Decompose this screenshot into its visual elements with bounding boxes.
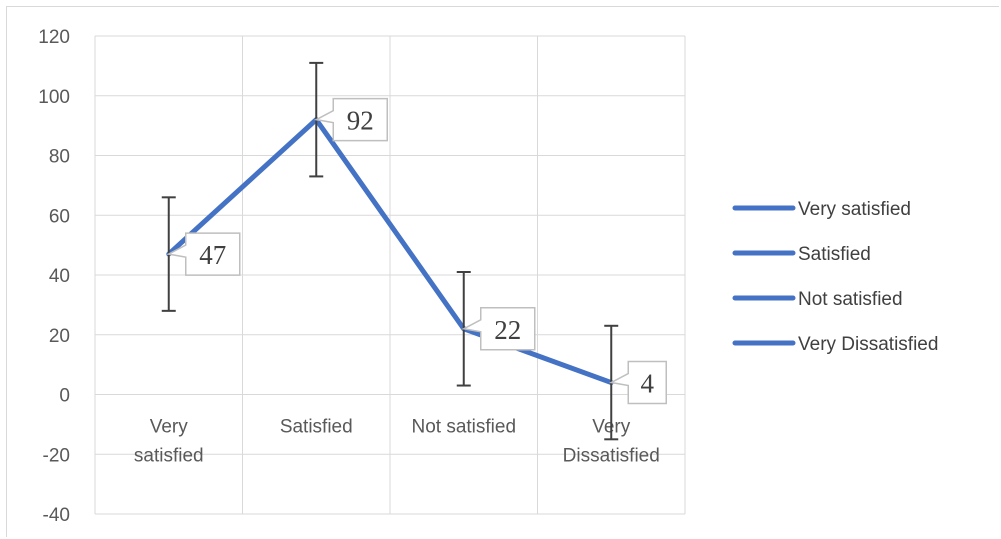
data-label-callout bbox=[313, 97, 388, 142]
y-tick-label: -40 bbox=[43, 505, 70, 526]
series-line bbox=[166, 117, 614, 386]
x-category-label: Satisfied bbox=[280, 417, 353, 438]
y-tick-label: 100 bbox=[38, 87, 70, 108]
data-label: 4 bbox=[641, 369, 655, 399]
y-tick-label: -20 bbox=[43, 445, 70, 466]
data-label-callout bbox=[608, 360, 667, 405]
legend-entry: Very satisfied bbox=[798, 199, 911, 220]
y-tick-label: 0 bbox=[59, 386, 70, 407]
chart-frame bbox=[6, 6, 999, 537]
legend-entry: Satisfied bbox=[798, 244, 871, 265]
x-category-label: Very bbox=[150, 417, 189, 438]
legend-entry: Very Dissatisfied bbox=[798, 334, 938, 355]
y-tick-label: 80 bbox=[49, 147, 70, 168]
legend-entry: Not satisfied bbox=[798, 289, 903, 310]
data-label-callout bbox=[461, 307, 536, 351]
x-category-label: Not satisfied bbox=[411, 417, 516, 438]
y-tick-label: 40 bbox=[49, 266, 70, 287]
y-tick-label: 20 bbox=[49, 326, 70, 347]
data-label: 92 bbox=[347, 106, 374, 136]
data-label: 47 bbox=[199, 240, 226, 270]
y-tick-label: 120 bbox=[38, 27, 70, 48]
data-label-callout bbox=[166, 232, 241, 276]
x-category-label: satisfied bbox=[134, 446, 204, 467]
y-tick-label: 60 bbox=[49, 206, 70, 227]
data-label: 22 bbox=[494, 315, 521, 345]
x-category-label: Dissatisfied bbox=[563, 446, 660, 467]
